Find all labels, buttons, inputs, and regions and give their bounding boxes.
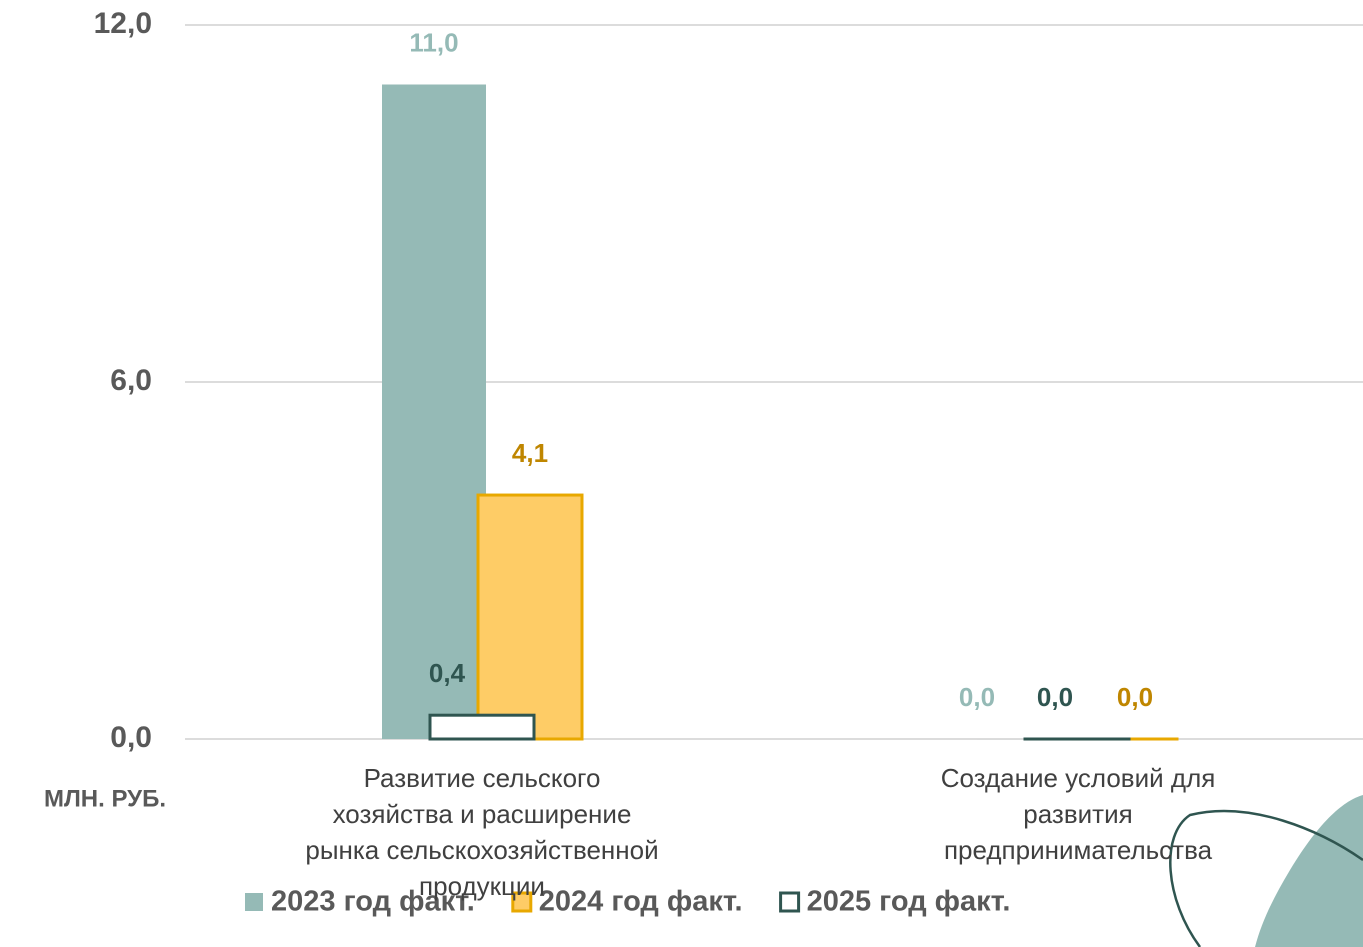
decor-curve: [1169, 809, 1363, 947]
value-label: 0,0: [1037, 682, 1073, 712]
legend-label: 2023 год факт.: [271, 886, 475, 918]
legend-swatch: [511, 891, 533, 913]
value-label: 0,0: [1117, 682, 1153, 712]
value-label: 0,4: [429, 658, 466, 688]
value-label: 0,0: [959, 682, 995, 712]
value-label: 4,1: [512, 438, 548, 468]
bar: [476, 493, 584, 741]
legend-swatch: [779, 891, 801, 913]
legend-swatch: [245, 893, 263, 911]
decoration: [1169, 795, 1363, 947]
y-axis-label: МЛН. РУБ.: [44, 785, 166, 812]
y-tick-label: 12,0: [94, 7, 152, 40]
y-tick-label: 0,0: [110, 721, 152, 754]
category-label: Создание условий для развития предприним…: [940, 763, 1216, 865]
bar: [382, 84, 486, 739]
legend-label: 2024 год факт.: [539, 886, 743, 918]
legend-label: 2025 год факт.: [807, 886, 1011, 918]
value-label: 11,0: [409, 27, 458, 57]
decor-blob: [1255, 795, 1363, 947]
y-tick-label: 6,0: [110, 364, 152, 397]
bar: [428, 713, 536, 741]
category-label: Развитие сельского хозяйства и расширени…: [305, 763, 659, 901]
